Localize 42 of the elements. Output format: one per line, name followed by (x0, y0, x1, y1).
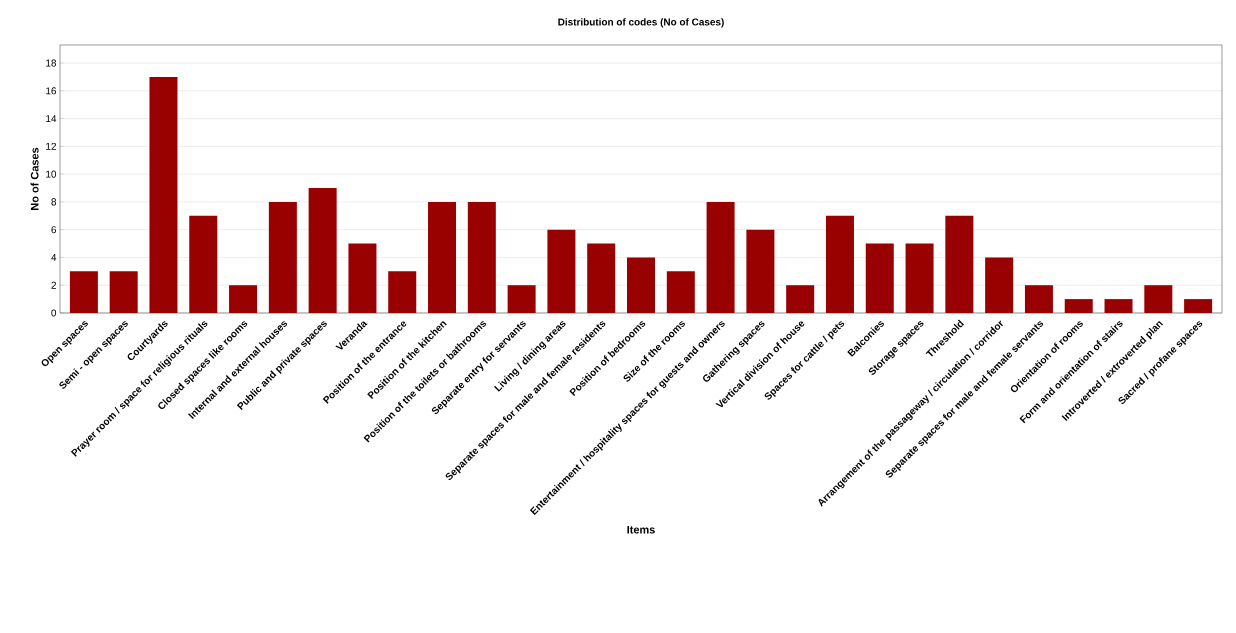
y-tick-label: 8 (51, 198, 57, 206)
y-tick-label: 0 (51, 309, 57, 317)
bar (507, 285, 536, 313)
bar (388, 271, 417, 313)
bar (69, 271, 98, 313)
bar (746, 229, 775, 313)
bar (865, 243, 894, 313)
bar (666, 271, 695, 313)
bar (229, 285, 258, 313)
bar (428, 201, 457, 313)
bar (627, 257, 655, 313)
bar (1064, 299, 1093, 313)
chart-title: Distribution of codes (No of Cases) (558, 18, 724, 28)
bar (1184, 299, 1213, 313)
bar (587, 243, 616, 313)
bar (706, 201, 735, 313)
bar (985, 257, 1014, 313)
y-tick-label: 2 (51, 281, 56, 289)
bar (268, 201, 297, 313)
bar (905, 243, 934, 313)
y-tick-label: 18 (46, 59, 57, 67)
bar (308, 188, 337, 313)
bar (786, 285, 815, 313)
y-tick-label: 6 (51, 226, 57, 234)
y-tick-label: 4 (51, 254, 57, 261)
bar (1104, 299, 1133, 313)
y-tick-label: 12 (46, 142, 56, 150)
y-tick-label: 10 (46, 170, 57, 178)
bar (189, 215, 218, 313)
bar (149, 76, 178, 313)
y-tick-label: 16 (46, 87, 57, 95)
bar (467, 201, 496, 313)
bar (348, 243, 377, 313)
bar (1024, 285, 1053, 313)
y-axis-title: No of Cases (30, 147, 39, 210)
bar (1144, 285, 1173, 313)
y-tick-label: 14 (46, 115, 57, 123)
bar (547, 229, 576, 313)
x-axis-title: Items (627, 525, 655, 534)
bar (825, 215, 854, 313)
bar (945, 215, 974, 313)
bar (109, 271, 138, 313)
